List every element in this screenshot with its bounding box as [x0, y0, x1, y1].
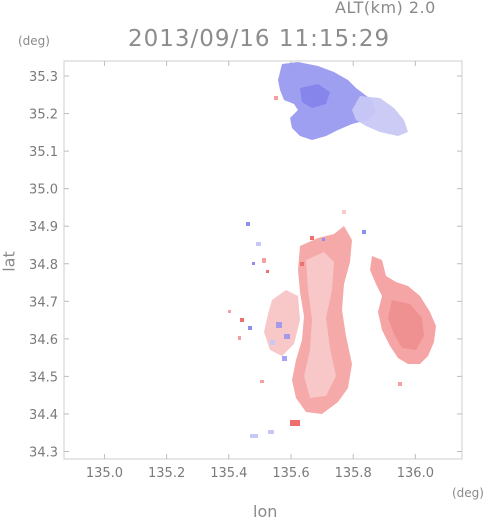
- x-tick-label: 135.4: [210, 466, 247, 481]
- x-tick-label: 136.0: [397, 466, 434, 481]
- y-tick-label: 35.0: [29, 183, 58, 198]
- y-tick-label: 34.6: [29, 333, 58, 348]
- echo-east-core: [388, 300, 424, 350]
- x-axis-unit: (deg): [452, 486, 484, 500]
- y-tick-label: 34.8: [29, 258, 58, 273]
- axis-ticks: 135.0 135.2 135.4 135.6 135.8 136.0 35.3 35.2 35…: [29, 61, 462, 481]
- y-tick-label: 34.3: [29, 445, 58, 460]
- y-tick-label: 35.3: [29, 70, 58, 85]
- x-tick-label: 135.2: [148, 466, 185, 481]
- y-tick-label: 35.1: [29, 145, 58, 160]
- timestamp-title: 2013/09/16 11:15:29: [128, 26, 391, 52]
- plot-frame: [63, 60, 463, 460]
- echo-north-dark: [300, 84, 330, 108]
- y-axis-unit: (deg): [18, 34, 50, 48]
- y-tick-label: 34.4: [29, 408, 58, 423]
- altitude-label: ALT(km) 2.0: [335, 0, 436, 17]
- echo-north-tail: [352, 96, 408, 136]
- x-tick-label: 135.6: [272, 466, 309, 481]
- echo-speckles: [228, 96, 402, 438]
- x-tick-label: 135.0: [86, 466, 123, 481]
- y-tick-label: 34.5: [29, 370, 58, 385]
- y-tick-label: 34.7: [29, 295, 58, 310]
- y-tick-label: 34.9: [29, 220, 58, 235]
- radar-echo-layer: [228, 62, 436, 438]
- x-tick-label: 135.8: [335, 466, 372, 481]
- echo-main-light: [304, 252, 336, 398]
- x-axis-title: lon: [253, 502, 278, 521]
- y-tick-label: 35.2: [29, 108, 58, 123]
